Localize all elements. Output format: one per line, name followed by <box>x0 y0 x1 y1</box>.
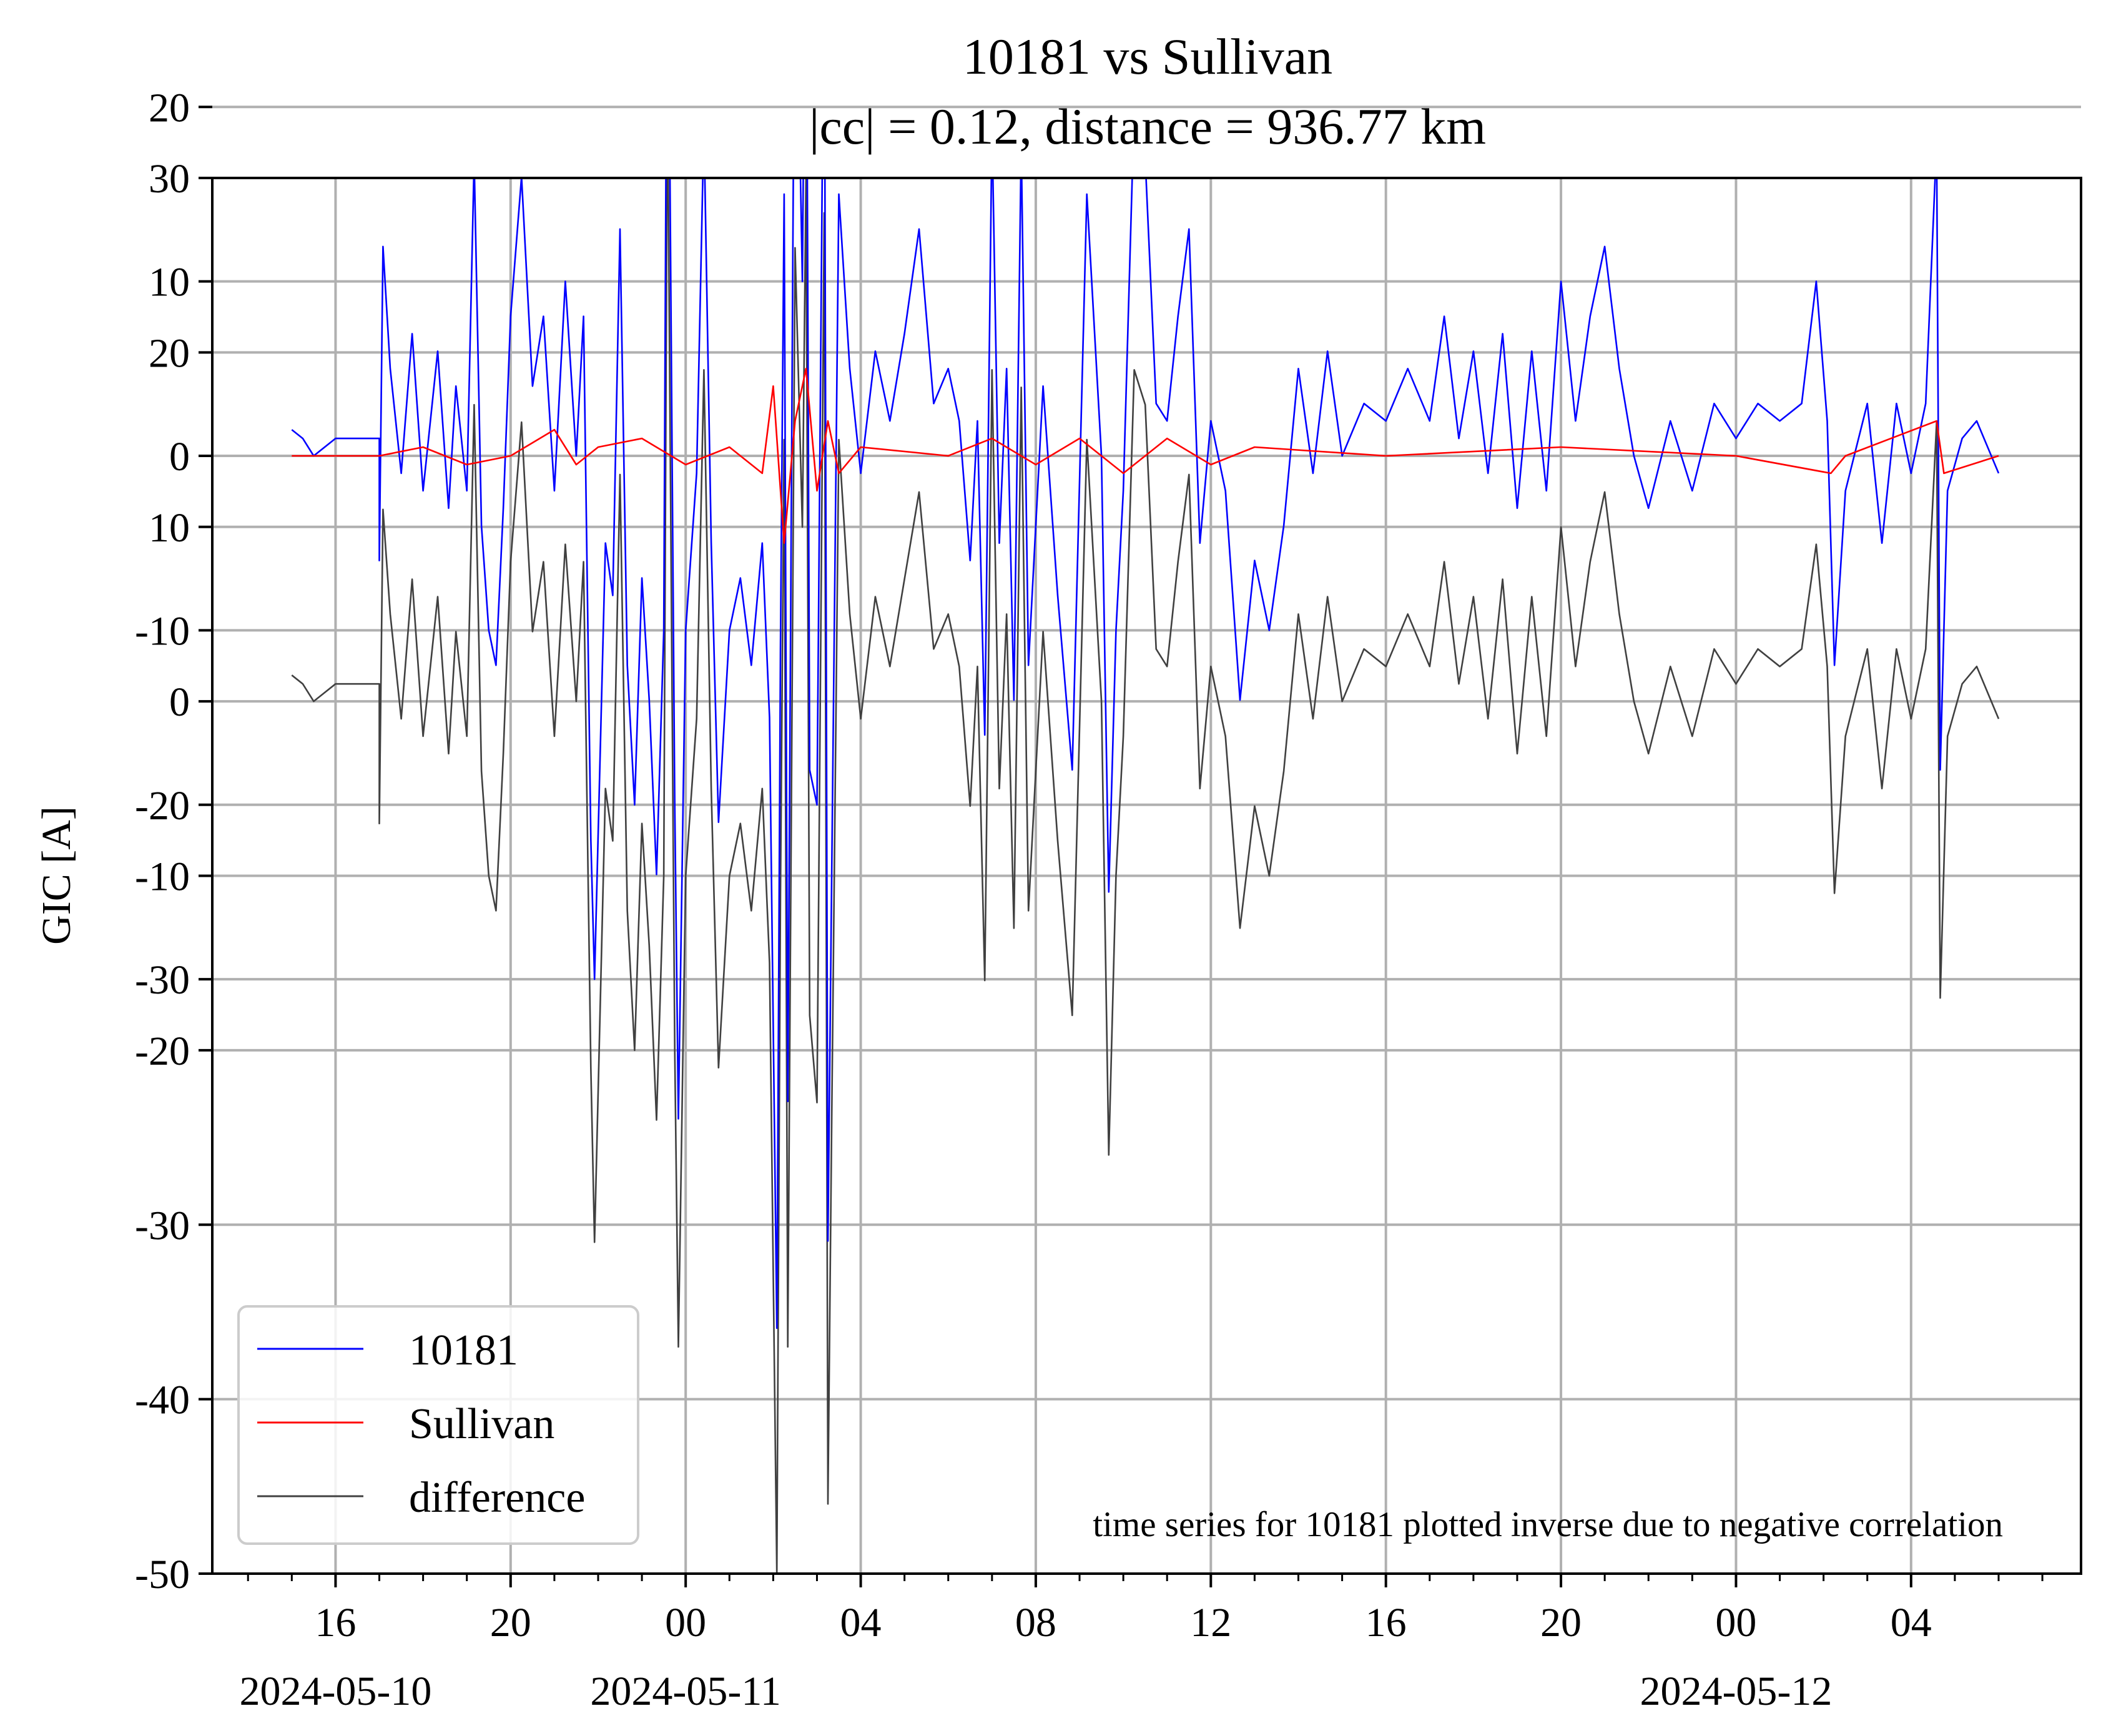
y-tick-label: 20 <box>149 85 190 131</box>
x-tick-label: 00 <box>665 1600 706 1645</box>
x-tick-label: 04 <box>840 1600 882 1645</box>
y-axis: 20 10 0 -10 -20 -30 30 20 10 0 -10 -20 -30 -40 -50 <box>135 85 212 1597</box>
x-date-label: 2024-05-10 <box>239 1669 431 1714</box>
y-tick-label: -30 <box>135 1203 190 1248</box>
x-tick-label: 20 <box>1540 1600 1582 1645</box>
x-tick-label: 20 <box>490 1600 531 1645</box>
y-tick-label: 0 <box>169 434 190 480</box>
legend-label-10181: 10181 <box>409 1326 518 1374</box>
y-tick-label: -10 <box>135 608 190 654</box>
legend-label-difference: difference <box>409 1474 585 1522</box>
x-tick-label: 16 <box>315 1600 356 1645</box>
series-line-10181 <box>291 178 2000 1329</box>
x-tick-label: 00 <box>1715 1600 1756 1645</box>
y-tick-label: -50 <box>135 1552 190 1597</box>
legend-label-sullivan: Sullivan <box>409 1400 554 1448</box>
x-tick-label: 16 <box>1365 1600 1407 1645</box>
series-line-sullivan <box>292 367 1999 545</box>
x-date-label: 2024-05-11 <box>590 1669 781 1714</box>
y-tick-label: -40 <box>135 1378 190 1423</box>
y-tick-label: 30 <box>149 156 190 202</box>
y-tick-label: -20 <box>135 1028 190 1074</box>
y-axis-label: GIC [A] <box>34 806 79 945</box>
y-tick-label: -20 <box>135 783 190 829</box>
x-tick-label: 12 <box>1190 1600 1231 1645</box>
chart-title-line1: 10181 vs Sullivan <box>963 28 1332 85</box>
inverse-note-annotation: time series for 10181 plotted inverse du… <box>1093 1505 2003 1544</box>
legend: 10181 Sullivan difference <box>237 1305 639 1545</box>
y-tick-label: 10 <box>149 505 190 551</box>
x-date-label: 2024-05-12 <box>1640 1669 1832 1714</box>
series-layer <box>291 178 2000 1574</box>
y-tick-label: -30 <box>135 957 190 1003</box>
y-tick-label: 0 <box>169 679 190 725</box>
legend-box <box>237 1305 639 1545</box>
y-tick-label: -10 <box>135 854 190 900</box>
x-tick-label: 04 <box>1891 1600 1932 1645</box>
x-tick-label: 08 <box>1015 1600 1056 1645</box>
x-axis: 16 2024-05-10 20 00 2024-05-11 04 08 12 16 20 00 20… <box>239 1574 2044 1714</box>
y-tick-label: 10 <box>149 260 190 305</box>
series-line-difference <box>291 178 2000 1574</box>
y-tick-label: 20 <box>149 330 190 376</box>
